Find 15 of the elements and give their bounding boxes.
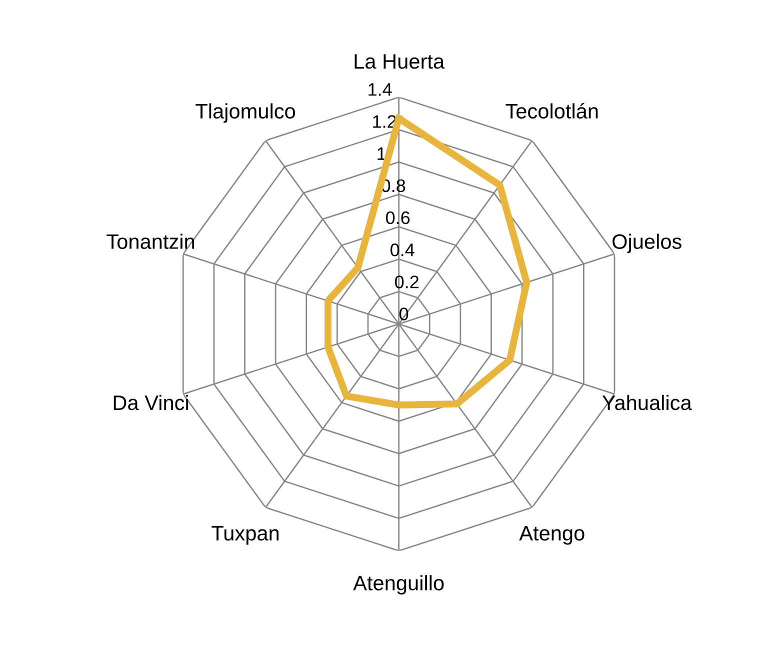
spoke-label: Atenguillo <box>353 575 444 595</box>
y-tick-label: 0.2 <box>395 276 419 288</box>
y-tick-label: 0 <box>400 308 408 320</box>
spoke-label: Tonantzin <box>106 234 194 249</box>
spoke-label: La Huerta <box>354 54 445 69</box>
spoke-label: Yahualica <box>602 394 692 410</box>
y-tick-label: 1.4 <box>368 83 392 96</box>
spoke-label: Ojuelos <box>612 234 682 254</box>
spoke-label: Tuxpan <box>212 526 279 545</box>
spoke-label: Atengo <box>519 526 584 545</box>
y-tick-label: 0.6 <box>386 211 410 224</box>
spoke-label: Tlajomulco <box>196 103 296 123</box>
spoke-label: Da Vinci <box>114 394 188 410</box>
y-tick-label: 0.4 <box>390 243 414 256</box>
spoke-label: Tecolotlán <box>506 103 598 119</box>
